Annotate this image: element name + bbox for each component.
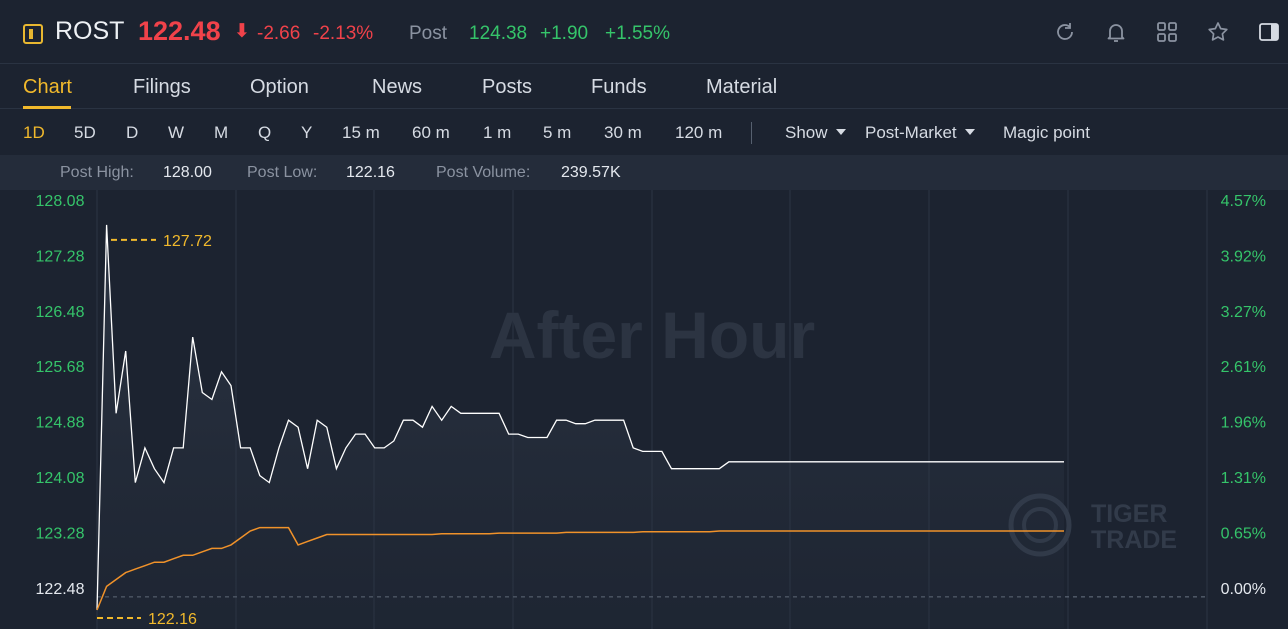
left-axis-tick: 127.28	[36, 248, 85, 265]
period-week[interactable]: W	[168, 123, 185, 142]
post-market-change: +1.90	[540, 23, 589, 44]
left-axis-tick: 123.28	[36, 525, 85, 542]
period-5d[interactable]: 5D	[74, 123, 96, 142]
right-axis-tick: 3.27%	[1221, 304, 1266, 321]
left-axis-tick: 128.08	[36, 193, 85, 210]
extreme-markers: 127.72 122.16	[97, 233, 212, 628]
tab-news[interactable]: News	[372, 76, 423, 98]
right-axis: 4.57% 3.92% 3.27% 2.61% 1.96% 1.31% 0.65% 0.00%	[1221, 193, 1266, 598]
last-price: 122.48	[138, 16, 221, 46]
logo-word-trade: TRADE	[1091, 526, 1177, 554]
post-market-stats: Post High: 128.00 Post Low: 122.16 Post …	[0, 155, 1288, 190]
grid-icon[interactable]	[1155, 20, 1179, 44]
tab-posts[interactable]: Posts	[482, 76, 533, 98]
tab-option[interactable]: Option	[250, 76, 309, 98]
price-area-fill	[97, 224, 1064, 628]
right-axis-tick: 1.96%	[1221, 415, 1266, 432]
post-high-value: 128.00	[163, 164, 212, 181]
period-120m[interactable]: 120 m	[675, 123, 723, 142]
tab-chart[interactable]: Chart	[23, 76, 72, 98]
left-axis: 128.08 127.28 126.48 125.68 124.88 124.08 123.…	[36, 193, 85, 598]
ticker-symbol: ROST	[55, 17, 125, 45]
panel-toggle-icon[interactable]	[1257, 20, 1281, 44]
period-year[interactable]: Y	[301, 123, 313, 142]
period-month[interactable]: M	[214, 123, 229, 142]
intraday-chart[interactable]: After Hour TIGER TRADE 128.08 127.28 126.4…	[0, 190, 1288, 629]
after-hour-watermark: After Hour	[489, 298, 815, 372]
average-price-line	[96, 526, 1064, 611]
star-icon[interactable]	[1206, 20, 1230, 44]
left-axis-tick: 124.08	[36, 470, 85, 487]
post-market-label: Post	[409, 23, 448, 44]
show-dropdown-label: Show	[785, 123, 828, 142]
tab-filings[interactable]: Filings	[133, 76, 191, 98]
right-axis-tick: 0.00%	[1221, 581, 1266, 598]
left-axis-tick: 124.88	[36, 415, 85, 432]
price-change-percent: -2.13%	[313, 23, 374, 44]
logo-word-tiger: TIGER	[1091, 500, 1167, 528]
right-axis-tick: 1.31%	[1221, 470, 1266, 487]
market-flag-icon	[23, 24, 43, 44]
period-1m[interactable]: 1 m	[483, 123, 512, 142]
left-axis-tick: 122.48	[36, 581, 85, 598]
right-axis-tick: 0.65%	[1221, 525, 1266, 542]
refresh-icon[interactable]	[1053, 20, 1077, 44]
bell-icon[interactable]	[1104, 20, 1128, 44]
period-1d[interactable]: 1D	[23, 123, 45, 142]
main-tabs: Chart Filings Option News Posts Funds Ma…	[0, 64, 1288, 109]
period-quarter[interactable]: Q	[258, 123, 272, 142]
right-axis-tick: 2.61%	[1221, 359, 1266, 376]
period-60m[interactable]: 60 m	[412, 123, 450, 142]
post-low-value: 122.16	[346, 164, 395, 181]
toolbar-divider	[751, 122, 752, 144]
right-axis-tick: 4.57%	[1221, 193, 1266, 210]
chevron-down-icon	[835, 129, 846, 135]
price-line	[96, 224, 1064, 611]
period-5m[interactable]: 5 m	[543, 123, 572, 142]
market-session-label: Post-Market	[865, 123, 957, 142]
period-day[interactable]: D	[126, 123, 139, 142]
min-marker-label: 122.16	[148, 611, 197, 628]
show-dropdown[interactable]: Show	[785, 123, 846, 143]
left-axis-tick: 125.68	[36, 359, 85, 376]
post-high-label: Post High:	[60, 164, 134, 181]
left-axis-tick: 126.48	[36, 304, 85, 321]
post-market-change-percent: +1.55%	[605, 23, 670, 44]
post-low-label: Post Low:	[247, 164, 318, 181]
price-change: -2.66	[257, 23, 301, 44]
market-session-dropdown[interactable]: Post-Market	[865, 123, 975, 143]
tab-funds[interactable]: Funds	[591, 76, 647, 98]
period-selector: 1D 5D D W M Q Y 15 m 60 m 1 m 5 m 30 m 1…	[0, 109, 1288, 155]
down-arrow-icon: ⬇	[234, 21, 250, 42]
chevron-down-icon	[964, 129, 975, 135]
active-tab-indicator	[23, 106, 71, 109]
post-volume-value: 239.57K	[561, 164, 621, 181]
period-30m[interactable]: 30 m	[604, 123, 642, 142]
post-market-price: 124.38	[469, 23, 528, 44]
quote-header: ROST 122.48 ⬇ -2.66 -2.13% Post 124.38 +…	[0, 0, 1288, 64]
post-volume-label: Post Volume:	[436, 164, 531, 181]
magic-point-button[interactable]: Magic point	[1003, 123, 1090, 142]
right-axis-tick: 3.92%	[1221, 248, 1266, 265]
tab-material[interactable]: Material	[706, 76, 778, 98]
period-15m[interactable]: 15 m	[342, 123, 380, 142]
max-marker-label: 127.72	[163, 233, 212, 250]
